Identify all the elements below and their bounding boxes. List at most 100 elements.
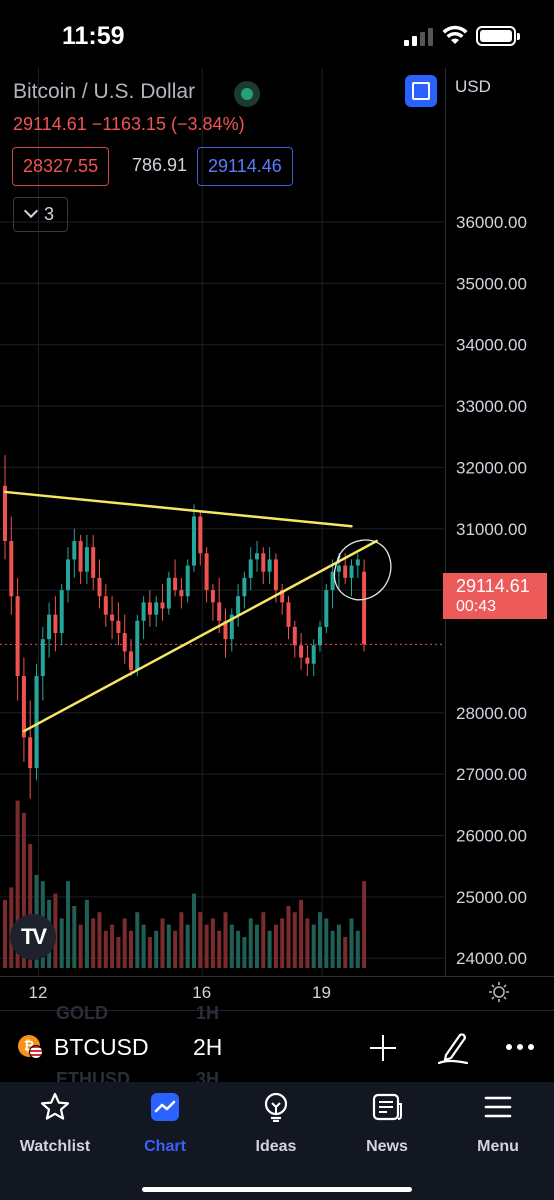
nav-menu[interactable]: Menu bbox=[443, 1092, 553, 1158]
buy-price-button[interactable]: 29114.46 bbox=[197, 147, 293, 186]
candle-body bbox=[343, 565, 348, 578]
usd-flag-icon bbox=[29, 1045, 43, 1059]
volume-bar bbox=[255, 924, 259, 968]
candle-body bbox=[229, 614, 234, 640]
volume-bar bbox=[273, 924, 278, 968]
candle-body bbox=[349, 565, 354, 578]
volume-bar bbox=[91, 918, 96, 968]
price-axis-label: 34000.00 bbox=[456, 336, 527, 355]
candle-body bbox=[280, 590, 285, 603]
volume-bar bbox=[292, 912, 297, 968]
bar-countdown: 00:43 bbox=[456, 598, 497, 615]
trendline bbox=[22, 539, 378, 733]
candle-body bbox=[21, 675, 26, 738]
candle-body bbox=[97, 577, 102, 597]
price-axis-label: 36000.00 bbox=[456, 213, 527, 232]
volume-bar bbox=[280, 918, 285, 968]
candle-body bbox=[40, 639, 45, 676]
candle-body bbox=[210, 590, 215, 603]
volume-bar bbox=[28, 844, 33, 968]
nav-label-ideas: Ideas bbox=[255, 1138, 297, 1155]
time-axis-label: 16 bbox=[192, 983, 212, 1002]
chart-area[interactable]: 36000.00 35000.00 34000.00 33000.00 32000.00… bbox=[0, 68, 554, 976]
price-axis-label: 33000.00 bbox=[456, 397, 527, 416]
nav-news[interactable]: News bbox=[332, 1092, 442, 1158]
more-options-icon[interactable] bbox=[506, 1044, 534, 1050]
candle-body bbox=[223, 620, 228, 640]
volume-bar bbox=[261, 912, 266, 968]
nav-label-watchlist: Watchlist bbox=[19, 1138, 91, 1155]
symbol-toolbar: GOLD 1H ETHUSD 3H ₿ BTCUSD 2H bbox=[0, 1003, 554, 1089]
candle-body bbox=[173, 577, 178, 591]
chart-icon bbox=[151, 1093, 179, 1121]
star-icon bbox=[40, 1092, 70, 1120]
volume-bar bbox=[330, 930, 335, 968]
candle-body bbox=[66, 559, 70, 591]
volume-bar bbox=[185, 924, 190, 968]
volume-bar bbox=[343, 937, 348, 968]
change-value: −1163.15 bbox=[91, 114, 167, 134]
price-axis-label: 27000.00 bbox=[456, 765, 527, 784]
signal-icon bbox=[404, 28, 434, 46]
price-chart[interactable]: 36000.00 35000.00 34000.00 33000.00 32000.00… bbox=[0, 68, 554, 976]
volume-bar bbox=[210, 918, 215, 968]
volume-bar bbox=[59, 918, 64, 968]
candle-body bbox=[242, 577, 247, 597]
candle-body bbox=[28, 737, 33, 769]
tradingview-logo-icon[interactable]: TV bbox=[10, 914, 56, 960]
candle-body bbox=[355, 559, 360, 566]
indicators-toggle-button[interactable]: 3 bbox=[13, 197, 68, 232]
drawing-pen-icon[interactable] bbox=[436, 1029, 470, 1065]
currency-selector[interactable]: USD bbox=[455, 77, 491, 96]
news-icon bbox=[372, 1093, 402, 1121]
indicator-count: 3 bbox=[44, 204, 55, 224]
candle-body bbox=[236, 596, 241, 615]
fullscreen-button[interactable] bbox=[405, 75, 437, 107]
volume-bar bbox=[223, 912, 228, 968]
sell-price-button[interactable]: 28327.55 bbox=[12, 147, 110, 186]
candle-body bbox=[78, 541, 83, 572]
price-axis-label: 24000.00 bbox=[456, 949, 527, 968]
volume-bar bbox=[299, 899, 304, 968]
candle-body bbox=[154, 602, 159, 615]
volume-bar bbox=[135, 912, 140, 968]
candle-body bbox=[122, 633, 127, 652]
volume-bar bbox=[229, 924, 234, 968]
spread-value: 786.91 bbox=[132, 155, 188, 175]
interval-selector[interactable]: 2H bbox=[193, 1034, 223, 1060]
price-axis-label: 35000.00 bbox=[456, 274, 527, 293]
time-axis[interactable]: 12 16 19 bbox=[0, 976, 554, 1010]
candle-body bbox=[292, 626, 297, 646]
volume-bar bbox=[154, 930, 159, 968]
price-axis-label: 26000.00 bbox=[456, 827, 527, 846]
battery-icon bbox=[476, 26, 520, 46]
candle-body bbox=[72, 541, 77, 560]
candle-body bbox=[267, 559, 272, 572]
settings-icon[interactable] bbox=[488, 981, 510, 1003]
circle-annotation bbox=[333, 539, 392, 601]
candle-body bbox=[116, 620, 121, 634]
candle-body bbox=[261, 553, 266, 572]
candle-body bbox=[34, 675, 39, 769]
candle-body bbox=[91, 547, 96, 578]
volume-bar bbox=[204, 924, 209, 968]
volume-bar bbox=[166, 924, 171, 968]
nav-watchlist[interactable]: Watchlist bbox=[0, 1092, 110, 1158]
last-price-tag: 29114.61 00:43 bbox=[443, 573, 547, 619]
candle-body bbox=[185, 565, 190, 597]
plus-icon[interactable] bbox=[370, 1035, 396, 1061]
candle-body bbox=[141, 602, 146, 621]
trendline bbox=[3, 490, 353, 528]
volume-bar bbox=[103, 930, 108, 968]
nav-label-chart: Chart bbox=[144, 1138, 186, 1155]
wifi-icon bbox=[442, 25, 468, 44]
volume-bar bbox=[173, 930, 178, 968]
candle-body bbox=[362, 571, 367, 645]
nav-chart[interactable]: Chart bbox=[110, 1092, 220, 1158]
candle-body bbox=[305, 657, 310, 664]
symbol-selector[interactable]: BTCUSD bbox=[54, 1034, 149, 1060]
nav-ideas[interactable]: Ideas bbox=[221, 1092, 331, 1158]
symbol-title[interactable]: Bitcoin / U.S. Dollar bbox=[13, 80, 196, 103]
candle-body bbox=[129, 651, 133, 670]
bottom-navigation: Watchlist Chart Ideas News bbox=[0, 1082, 554, 1200]
